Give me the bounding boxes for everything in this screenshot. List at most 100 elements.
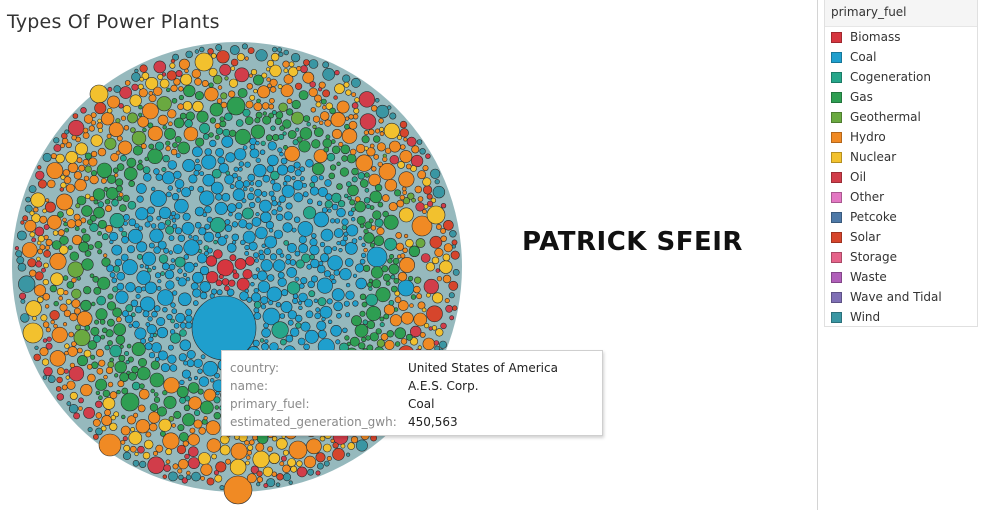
bubble-coal[interactable]	[162, 262, 170, 271]
bubble-wind[interactable]	[215, 44, 223, 51]
bubble-nuclear[interactable]	[165, 448, 173, 456]
bubble-coal[interactable]	[167, 344, 174, 351]
bubble-hydro[interactable]	[351, 92, 357, 97]
bubble-wind[interactable]	[278, 51, 284, 57]
bubble-hydro[interactable]	[130, 445, 137, 453]
bubble-gas[interactable]	[132, 145, 143, 156]
bubble-solar[interactable]	[443, 220, 454, 231]
bubble-gas[interactable]	[208, 132, 214, 138]
bubble-nuclear[interactable]	[405, 239, 414, 248]
bubble-gas[interactable]	[351, 167, 359, 176]
bubble-hydro[interactable]	[39, 347, 49, 357]
bubble-hydro[interactable]	[266, 77, 271, 82]
bubble-wind[interactable]	[132, 459, 140, 467]
bubble-gas[interactable]	[95, 378, 108, 391]
bubble-coal[interactable]	[144, 221, 151, 228]
bubble-nuclear[interactable]	[84, 193, 91, 200]
bubble-hydro[interactable]	[165, 145, 171, 152]
bubble-nuclear[interactable]	[268, 452, 280, 464]
bubble-solar[interactable]	[333, 95, 338, 100]
bubble-hydro[interactable]	[87, 373, 96, 383]
bubble-geothermal[interactable]	[84, 165, 92, 173]
bubble-cogeneration[interactable]	[224, 112, 233, 122]
bubble-gas[interactable]	[113, 323, 126, 336]
bubble-gas[interactable]	[122, 194, 130, 202]
bubble-coal[interactable]	[335, 339, 341, 345]
bubble-hydro[interactable]	[61, 137, 69, 145]
bubble-coal[interactable]	[324, 179, 332, 187]
bubble-hydro[interactable]	[283, 74, 294, 85]
bubble-nuclear[interactable]	[90, 134, 103, 147]
bubble-hydro[interactable]	[326, 455, 332, 461]
bubble-gas[interactable]	[162, 125, 167, 130]
bubble-coal[interactable]	[114, 258, 123, 267]
bubble-coal[interactable]	[336, 312, 342, 319]
bubble-coal[interactable]	[366, 246, 388, 268]
bubble-gas[interactable]	[101, 327, 108, 334]
bubble-coal[interactable]	[202, 212, 208, 217]
bubble-gas[interactable]	[93, 286, 102, 295]
bubble-coal[interactable]	[277, 147, 283, 153]
bubble-wind[interactable]	[448, 292, 455, 299]
bubble-hydro[interactable]	[400, 338, 408, 345]
bubble-gas[interactable]	[105, 329, 114, 338]
bubble-hydro[interactable]	[82, 159, 90, 166]
bubble-gas[interactable]	[107, 318, 115, 327]
bubble-coal[interactable]	[285, 259, 291, 265]
bubble-hydro[interactable]	[67, 346, 78, 357]
bubble-hydro[interactable]	[268, 103, 275, 110]
bubble-solar[interactable]	[55, 386, 62, 392]
bubble-hydro[interactable]	[63, 309, 71, 318]
bubble-gas[interactable]	[166, 87, 171, 93]
bubble-gas[interactable]	[63, 221, 68, 227]
bubble-gas[interactable]	[142, 127, 147, 133]
bubble-gas[interactable]	[177, 424, 185, 432]
bubble-hydro[interactable]	[440, 228, 446, 234]
bubble-gas[interactable]	[200, 400, 214, 415]
bubble-biomass[interactable]	[218, 274, 224, 280]
bubble-nuclear[interactable]	[123, 444, 131, 452]
bubble-hydro[interactable]	[267, 83, 272, 89]
bubble-oil[interactable]	[118, 103, 124, 109]
bubble-gas[interactable]	[359, 310, 366, 317]
bubble-wind[interactable]	[307, 468, 314, 476]
bubble-coal[interactable]	[310, 275, 318, 283]
bubble-nuclear[interactable]	[145, 77, 159, 90]
bubble-hydro[interactable]	[63, 176, 72, 184]
bubble-gas[interactable]	[114, 373, 119, 378]
bubble-coal[interactable]	[253, 288, 259, 294]
bubble-coal[interactable]	[199, 190, 215, 206]
bubble-coal[interactable]	[284, 175, 292, 183]
bubble-coal[interactable]	[199, 281, 211, 293]
bubble-nuclear[interactable]	[266, 67, 271, 72]
legend-item-oil[interactable]: Oil	[825, 167, 977, 187]
bubble-gas[interactable]	[101, 257, 111, 267]
bubble-coal[interactable]	[260, 259, 273, 272]
bubble-gas[interactable]	[226, 96, 246, 116]
bubble-hydro[interactable]	[96, 367, 104, 375]
bubble-solar[interactable]	[452, 305, 458, 311]
bubble-coal[interactable]	[115, 290, 129, 304]
bubble-cogeneration[interactable]	[97, 201, 105, 208]
bubble-coal[interactable]	[310, 175, 319, 183]
bubble-coal[interactable]	[153, 246, 161, 254]
bubble-hydro[interactable]	[194, 77, 202, 86]
bubble-coal[interactable]	[172, 290, 178, 296]
bubble-coal[interactable]	[345, 282, 351, 288]
bubble-wind[interactable]	[68, 404, 79, 414]
bubble-hydro[interactable]	[61, 384, 68, 391]
bubble-gas[interactable]	[328, 172, 336, 180]
bubble-oil[interactable]	[263, 483, 269, 488]
bubble-gas[interactable]	[329, 107, 336, 115]
bubble-wind[interactable]	[17, 262, 27, 272]
bubble-coal[interactable]	[231, 221, 238, 228]
bubble-cogeneration[interactable]	[295, 259, 305, 269]
bubble-gas[interactable]	[340, 144, 351, 155]
bubble-gas[interactable]	[262, 111, 267, 116]
bubble-hydro[interactable]	[225, 458, 231, 465]
bubble-hydro[interactable]	[149, 423, 158, 432]
bubble-nuclear[interactable]	[40, 314, 48, 322]
bubble-gas[interactable]	[81, 233, 91, 243]
bubble-coal[interactable]	[317, 329, 327, 339]
bubble-coal[interactable]	[157, 350, 168, 361]
